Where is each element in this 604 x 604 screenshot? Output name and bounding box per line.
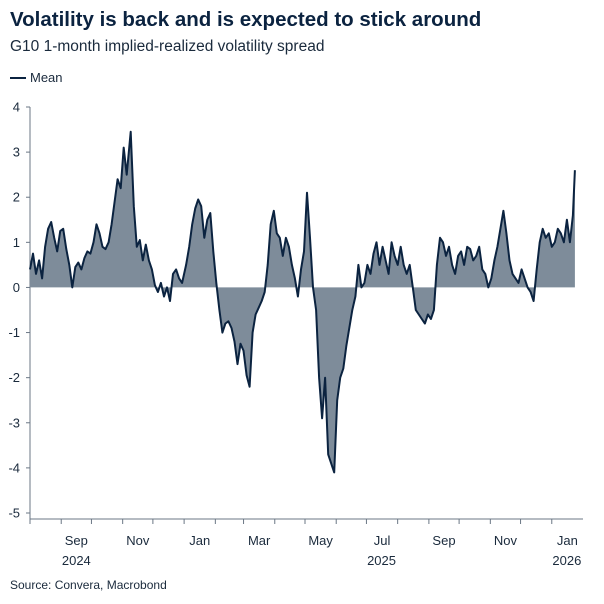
y-tick-label: 4	[13, 100, 20, 115]
chart-title: Volatility is back and is expected to st…	[10, 8, 482, 31]
x-tick-label: Mar	[248, 533, 271, 548]
y-tick-label: -2	[8, 370, 20, 385]
y-tick-label: -1	[8, 325, 20, 340]
x-tick-label: Jul	[374, 533, 391, 548]
x-tick-label: Nov	[126, 533, 150, 548]
legend-entry-mean: Mean	[30, 70, 63, 85]
source-note: Source: Convera, Macrobond	[10, 578, 167, 592]
series-area-mean	[30, 131, 575, 473]
y-tick-label: 2	[13, 190, 20, 205]
chart-subtitle: G10 1-month implied-realized volatility …	[10, 38, 325, 55]
y-tick-label: 0	[13, 280, 20, 295]
x-tick-label: Nov	[494, 533, 518, 548]
x-tick-label: Sep	[432, 533, 455, 548]
y-tick-label: -3	[8, 415, 20, 430]
x-tick-label: Jan	[189, 533, 210, 548]
y-tick-label: 3	[13, 145, 20, 160]
x-tick-label: May	[308, 533, 333, 548]
year-label: 2024	[62, 553, 91, 568]
x-tick-label: Sep	[65, 533, 88, 548]
legend-line-swatch	[10, 76, 26, 79]
year-label: 2026	[552, 553, 581, 568]
legend: Mean	[10, 70, 63, 85]
y-tick-label: -4	[8, 460, 20, 475]
x-tick-label: Jan	[557, 533, 578, 548]
y-tick-label: 1	[13, 235, 20, 250]
series-line-mean	[29, 130, 576, 474]
y-tick-label: -5	[8, 506, 20, 521]
year-label: 2025	[367, 553, 396, 568]
